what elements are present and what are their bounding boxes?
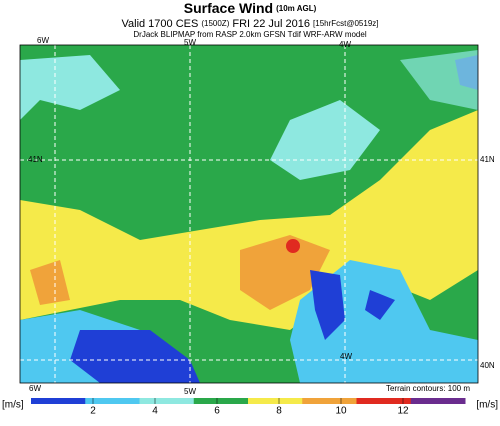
lat-label: 40N [480, 361, 495, 370]
colorbar-swatch [302, 398, 357, 404]
title-line: Surface Wind (10m AGL) [184, 0, 317, 16]
lon-label: 4W [339, 40, 351, 49]
lon-label: 4W [340, 352, 352, 361]
colorbar-swatch [85, 398, 140, 404]
colorbar-tick-label: 12 [397, 406, 409, 417]
lat-label: 41N [480, 155, 495, 164]
valid: Valid 1700 CES [121, 18, 198, 30]
title: Surface Wind [184, 0, 273, 16]
colorbar-tick-label: 6 [214, 406, 220, 417]
colorbar-unit: [m/s] [2, 400, 24, 411]
colorbar-unit: [m/s] [476, 400, 498, 411]
colorbar-tick-label: 10 [335, 406, 347, 417]
map [19, 44, 479, 384]
forecast: [15hrFcst@0519z] [313, 19, 378, 28]
lon-label: 6W [37, 36, 49, 45]
colorbar-swatch [410, 398, 466, 404]
colorbar-swatch [248, 398, 303, 404]
lon-label: 6W [29, 384, 41, 393]
colorbar-swatch [31, 398, 86, 404]
lat-label: 41N [28, 155, 43, 164]
lon-label: 5W [184, 38, 196, 47]
colorbar-swatch [193, 398, 249, 404]
colorbar-tick-label: 4 [152, 406, 158, 417]
date: FRI 22 Jul 2016 [232, 18, 310, 30]
utc: (1500Z) [201, 19, 229, 28]
title-note: (10m AGL) [276, 4, 316, 13]
terrain-note: Terrain contours: 100 m [386, 384, 470, 393]
valid-line: Valid 1700 CES (1500Z) FRI 22 Jul 2016 [15h… [121, 18, 378, 30]
colorbar: 2 4 6 8 10 12 [31, 398, 466, 417]
colorbar-swatch [356, 398, 412, 404]
colorbar-tick-label: 8 [276, 406, 282, 417]
colorbar-swatch [139, 398, 195, 404]
colorbar-tick-label: 2 [90, 406, 96, 417]
source: DrJack BLIPMAP from RASP 2.0km GFSN Tdif… [133, 30, 366, 39]
lon-label: 5W [184, 387, 196, 396]
